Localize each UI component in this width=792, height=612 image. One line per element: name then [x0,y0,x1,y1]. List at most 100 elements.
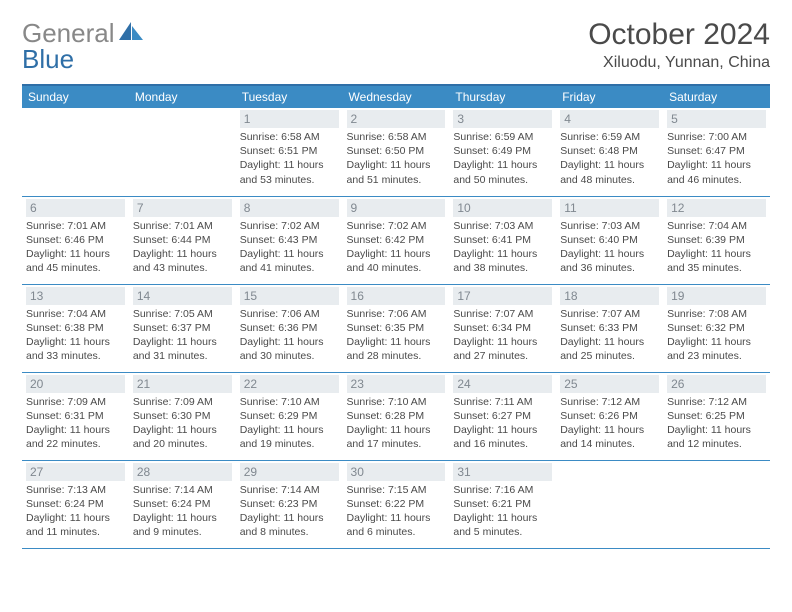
day-details: Sunrise: 7:16 AMSunset: 6:21 PMDaylight:… [453,483,552,540]
day-details: Sunrise: 7:06 AMSunset: 6:36 PMDaylight:… [240,307,339,364]
calendar-cell: 5 Sunrise: 7:00 AMSunset: 6:47 PMDaylight… [663,108,770,196]
day-number: 25 [560,375,659,393]
calendar-row: 6 Sunrise: 7:01 AMSunset: 6:46 PMDaylight… [22,196,770,284]
day-details: Sunrise: 7:07 AMSunset: 6:34 PMDaylight:… [453,307,552,364]
day-header: Tuesday [236,85,343,108]
calendar-cell: 18 Sunrise: 7:07 AMSunset: 6:33 PMDayligh… [556,284,663,372]
day-number: 19 [667,287,766,305]
calendar-head: SundayMondayTuesdayWednesdayThursdayFrid… [22,85,770,108]
calendar-cell-empty [663,460,770,548]
day-number: 10 [453,199,552,217]
calendar-cell: 4 Sunrise: 6:59 AMSunset: 6:48 PMDaylight… [556,108,663,196]
calendar-row: 13 Sunrise: 7:04 AMSunset: 6:38 PMDayligh… [22,284,770,372]
day-header: Wednesday [343,85,450,108]
day-number: 11 [560,199,659,217]
day-details: Sunrise: 7:07 AMSunset: 6:33 PMDaylight:… [560,307,659,364]
day-details: Sunrise: 7:09 AMSunset: 6:31 PMDaylight:… [26,395,125,452]
day-number: 27 [26,463,125,481]
calendar-cell: 29 Sunrise: 7:14 AMSunset: 6:23 PMDayligh… [236,460,343,548]
logo-text-b: Blue [22,44,74,75]
calendar-cell: 26 Sunrise: 7:12 AMSunset: 6:25 PMDayligh… [663,372,770,460]
logo-sail-icon [117,18,145,49]
day-details: Sunrise: 7:02 AMSunset: 6:43 PMDaylight:… [240,219,339,276]
day-number: 31 [453,463,552,481]
day-number: 30 [347,463,446,481]
day-details: Sunrise: 7:12 AMSunset: 6:25 PMDaylight:… [667,395,766,452]
calendar-cell: 10 Sunrise: 7:03 AMSunset: 6:41 PMDayligh… [449,196,556,284]
calendar-cell: 6 Sunrise: 7:01 AMSunset: 6:46 PMDaylight… [22,196,129,284]
calendar-cell: 23Sunrise: 7:10 AMSunset: 6:28 PMDayligh… [343,372,450,460]
calendar-cell: 28Sunrise: 7:14 AMSunset: 6:24 PMDayligh… [129,460,236,548]
title-block: October 2024 Xiluodu, Yunnan, China [588,18,770,72]
day-number: 8 [240,199,339,217]
day-number: 16 [347,287,446,305]
day-details: Sunrise: 6:59 AMSunset: 6:48 PMDaylight:… [560,130,659,187]
day-number: 21 [133,375,232,393]
day-details: Sunrise: 7:04 AMSunset: 6:39 PMDaylight:… [667,219,766,276]
day-number: 15 [240,287,339,305]
calendar-table: SundayMondayTuesdayWednesdayThursdayFrid… [22,84,770,549]
day-details: Sunrise: 7:03 AMSunset: 6:41 PMDaylight:… [453,219,552,276]
day-number: 4 [560,110,659,128]
calendar-cell: 8 Sunrise: 7:02 AMSunset: 6:43 PMDaylight… [236,196,343,284]
day-number: 12 [667,199,766,217]
day-number: 17 [453,287,552,305]
day-number: 13 [26,287,125,305]
calendar-cell: 9 Sunrise: 7:02 AMSunset: 6:42 PMDaylight… [343,196,450,284]
calendar-cell-empty [22,108,129,196]
day-number: 24 [453,375,552,393]
day-number: 14 [133,287,232,305]
calendar-cell: 20 Sunrise: 7:09 AMSunset: 6:31 PMDayligh… [22,372,129,460]
day-header: Thursday [449,85,556,108]
calendar-cell: 1Sunrise: 6:58 AMSunset: 6:51 PMDaylight… [236,108,343,196]
day-number: 9 [347,199,446,217]
day-details: Sunrise: 7:11 AMSunset: 6:27 PMDaylight:… [453,395,552,452]
day-number: 28 [133,463,232,481]
day-header: Saturday [663,85,770,108]
calendar-cell: 30Sunrise: 7:15 AMSunset: 6:22 PMDayligh… [343,460,450,548]
calendar-cell: 17 Sunrise: 7:07 AMSunset: 6:34 PMDayligh… [449,284,556,372]
day-details: Sunrise: 7:14 AMSunset: 6:23 PMDaylight:… [240,483,339,540]
day-details: Sunrise: 7:00 AMSunset: 6:47 PMDaylight:… [667,130,766,187]
calendar-row: 20 Sunrise: 7:09 AMSunset: 6:31 PMDayligh… [22,372,770,460]
calendar-cell: 31 Sunrise: 7:16 AMSunset: 6:21 PMDayligh… [449,460,556,548]
calendar-cell: 16 Sunrise: 7:06 AMSunset: 6:35 PMDayligh… [343,284,450,372]
day-details: Sunrise: 7:12 AMSunset: 6:26 PMDaylight:… [560,395,659,452]
calendar-row: 27 Sunrise: 7:13 AMSunset: 6:24 PMDayligh… [22,460,770,548]
day-details: Sunrise: 6:59 AMSunset: 6:49 PMDaylight:… [453,130,552,187]
day-header-row: SundayMondayTuesdayWednesdayThursdayFrid… [22,85,770,108]
day-header: Friday [556,85,663,108]
day-number: 5 [667,110,766,128]
day-details: Sunrise: 7:08 AMSunset: 6:32 PMDaylight:… [667,307,766,364]
calendar-cell: 24 Sunrise: 7:11 AMSunset: 6:27 PMDayligh… [449,372,556,460]
day-number: 7 [133,199,232,217]
day-number: 29 [240,463,339,481]
day-details: Sunrise: 7:10 AMSunset: 6:29 PMDaylight:… [240,395,339,452]
calendar-cell: 15 Sunrise: 7:06 AMSunset: 6:36 PMDayligh… [236,284,343,372]
day-details: Sunrise: 6:58 AMSunset: 6:50 PMDaylight:… [347,130,446,187]
calendar-cell: 27 Sunrise: 7:13 AMSunset: 6:24 PMDayligh… [22,460,129,548]
day-number: 20 [26,375,125,393]
day-details: Sunrise: 7:06 AMSunset: 6:35 PMDaylight:… [347,307,446,364]
day-header: Sunday [22,85,129,108]
day-number: 18 [560,287,659,305]
day-header: Monday [129,85,236,108]
day-details: Sunrise: 7:03 AMSunset: 6:40 PMDaylight:… [560,219,659,276]
day-details: Sunrise: 7:04 AMSunset: 6:38 PMDaylight:… [26,307,125,364]
day-details: Sunrise: 7:09 AMSunset: 6:30 PMDaylight:… [133,395,232,452]
calendar-cell: 25 Sunrise: 7:12 AMSunset: 6:26 PMDayligh… [556,372,663,460]
day-details: Sunrise: 7:13 AMSunset: 6:24 PMDaylight:… [26,483,125,540]
day-details: Sunrise: 7:01 AMSunset: 6:46 PMDaylight:… [26,219,125,276]
calendar-cell: 21 Sunrise: 7:09 AMSunset: 6:30 PMDayligh… [129,372,236,460]
calendar-cell: 14 Sunrise: 7:05 AMSunset: 6:37 PMDayligh… [129,284,236,372]
day-details: Sunrise: 7:02 AMSunset: 6:42 PMDaylight:… [347,219,446,276]
day-number: 6 [26,199,125,217]
day-details: Sunrise: 7:05 AMSunset: 6:37 PMDaylight:… [133,307,232,364]
day-number: 22 [240,375,339,393]
day-number: 26 [667,375,766,393]
day-number: 1 [240,110,339,128]
calendar-cell: 13 Sunrise: 7:04 AMSunset: 6:38 PMDayligh… [22,284,129,372]
calendar-row: 1Sunrise: 6:58 AMSunset: 6:51 PMDaylight… [22,108,770,196]
day-details: Sunrise: 7:01 AMSunset: 6:44 PMDaylight:… [133,219,232,276]
calendar-cell: 22 Sunrise: 7:10 AMSunset: 6:29 PMDayligh… [236,372,343,460]
